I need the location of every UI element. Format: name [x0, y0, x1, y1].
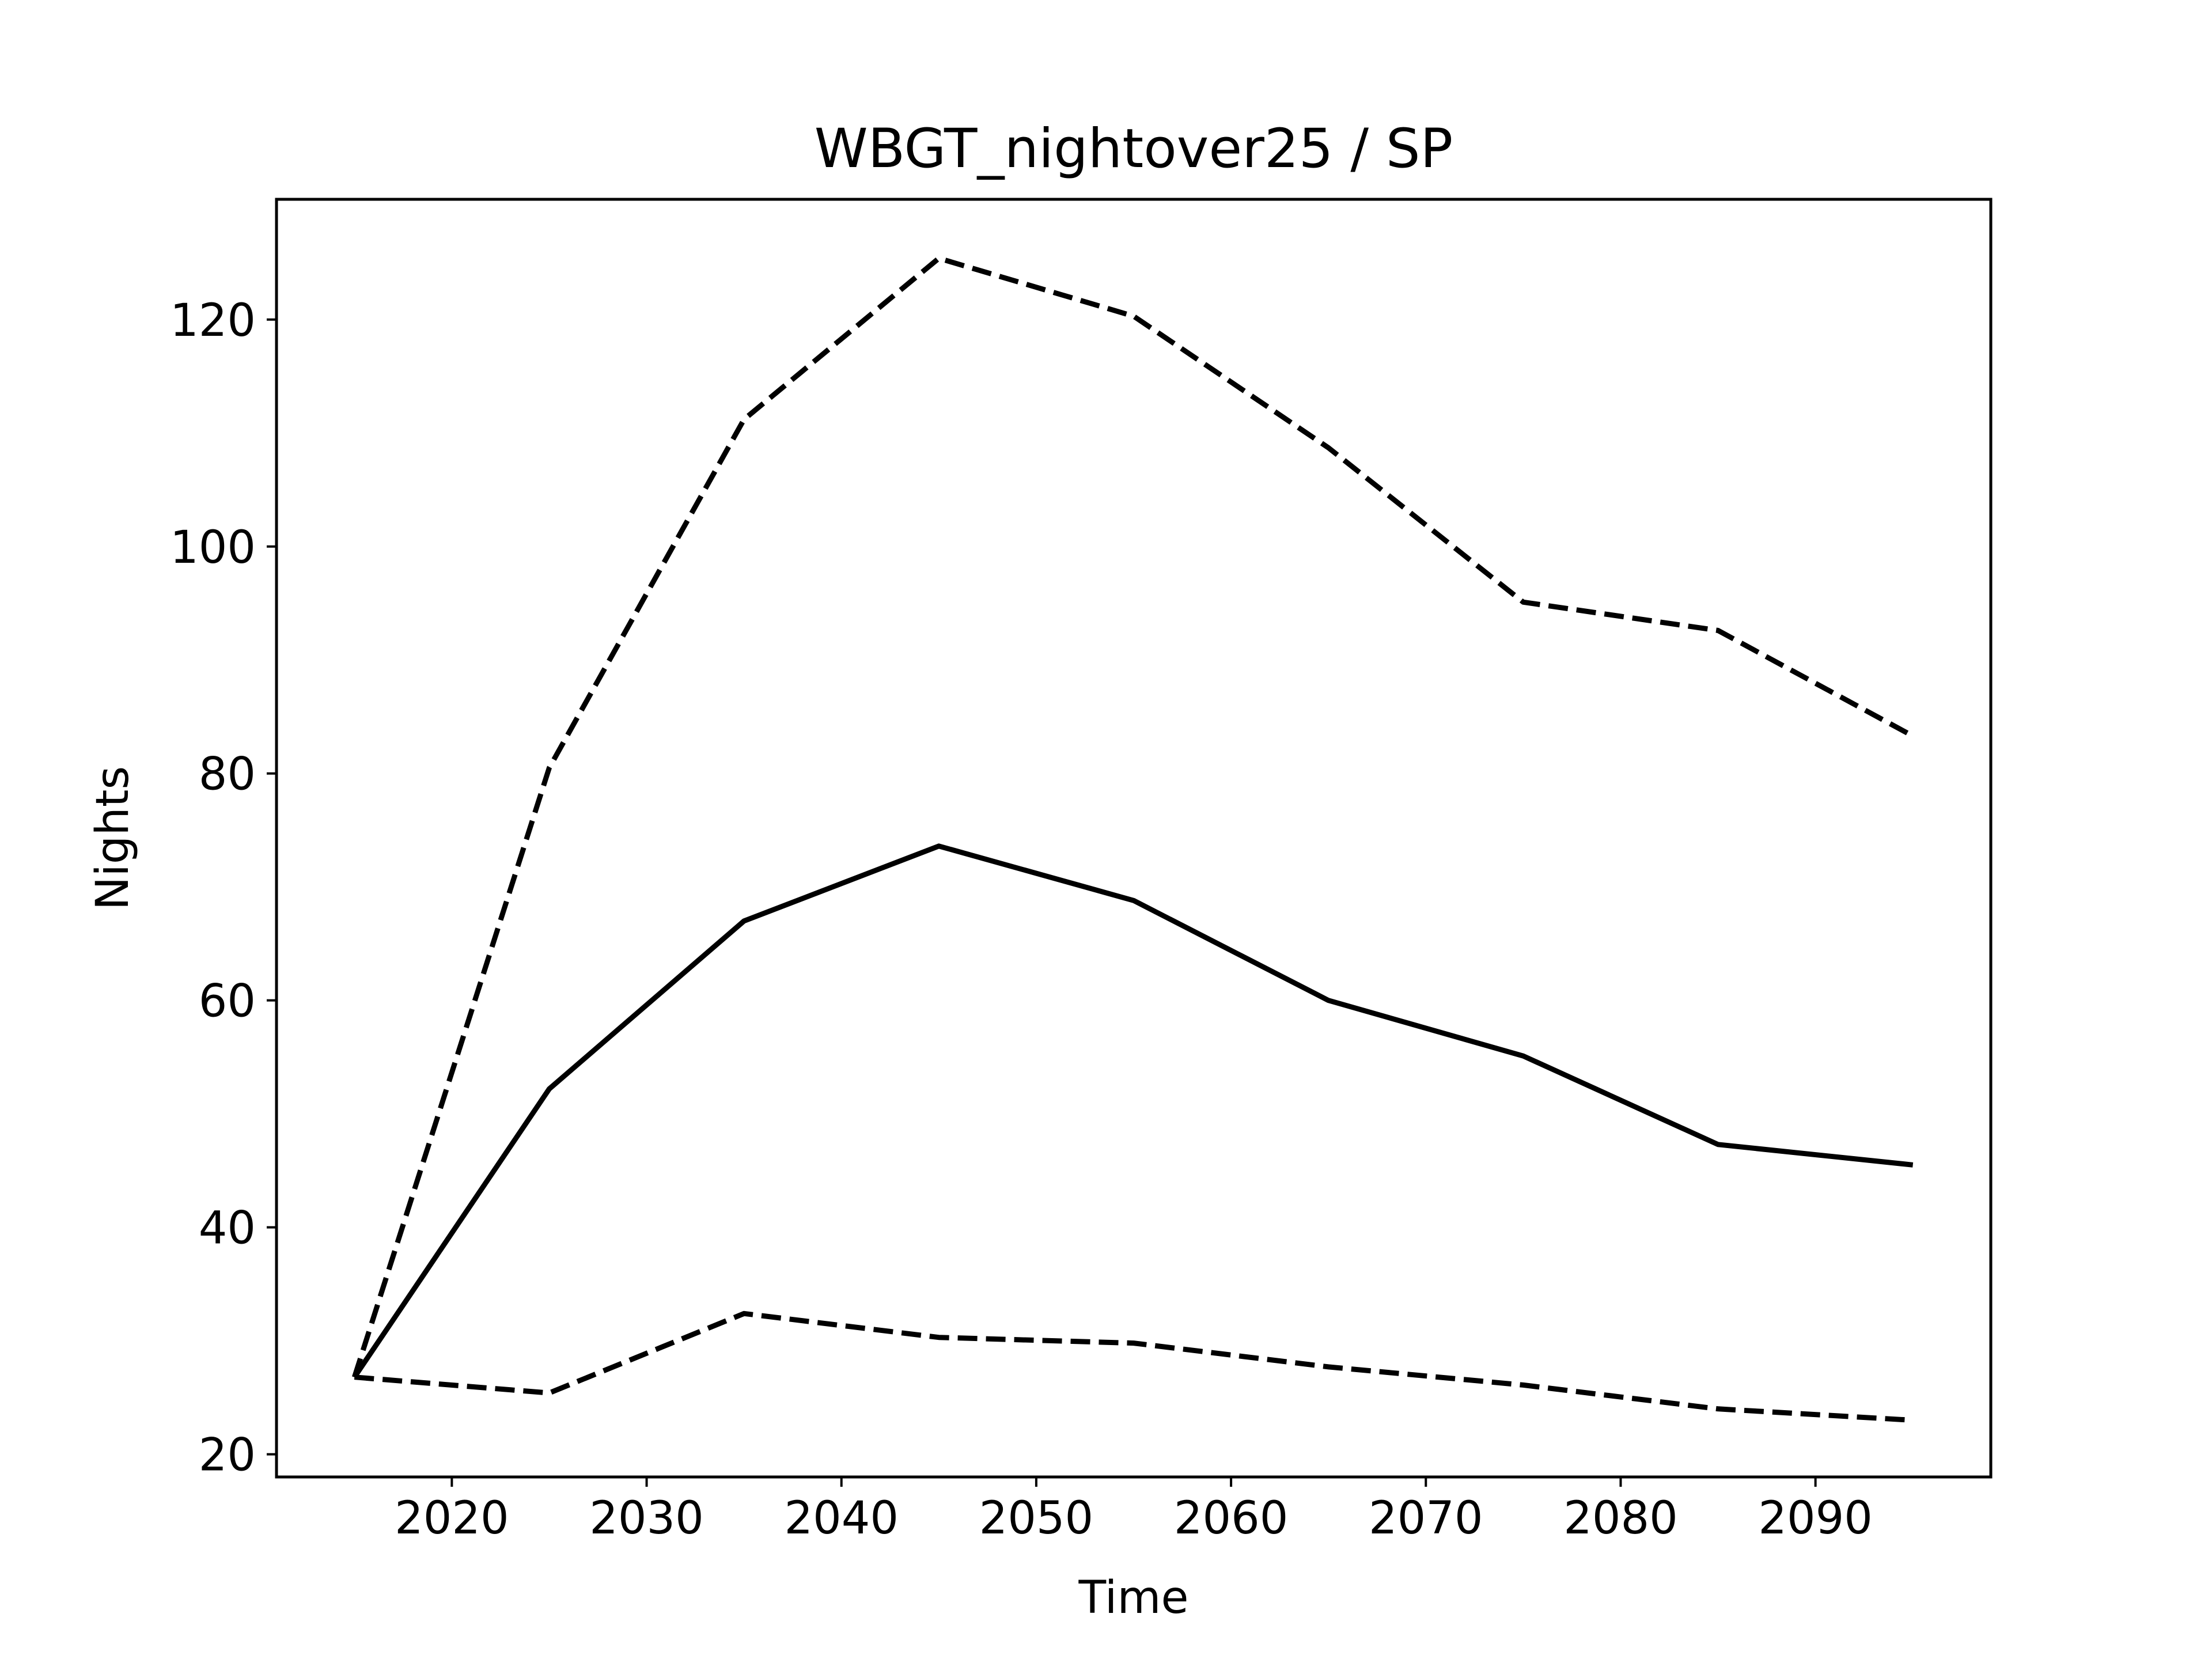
chart-title: WBGT_nightover25 / SP: [815, 118, 1453, 180]
y-tick-label: 100: [170, 522, 256, 574]
x-tick-label: 2060: [1174, 1493, 1289, 1544]
x-tick-label: 2050: [979, 1493, 1094, 1544]
x-tick-label: 2070: [1369, 1493, 1483, 1544]
x-tick-label: 2090: [1758, 1493, 1873, 1544]
y-tick-label: 120: [170, 295, 256, 347]
x-tick-label: 2020: [395, 1493, 509, 1544]
y-tick-label: 60: [199, 976, 256, 1028]
y-tick-label: 40: [199, 1203, 256, 1255]
y-axis-ticks: 20 40 60 80 100 120: [170, 295, 276, 1482]
x-axis-ticks: 2020 2030 2040 2050 2060 2070 2080 2090: [395, 1477, 1873, 1544]
x-tick-label: 2080: [1563, 1493, 1678, 1544]
x-axis-label: Time: [1078, 1572, 1189, 1624]
x-tick-label: 2040: [784, 1493, 899, 1544]
x-tick-label: 2030: [589, 1493, 704, 1544]
series-line-2: [352, 255, 1914, 1378]
y-tick-label: 20: [199, 1430, 256, 1482]
series-line-1: [352, 843, 1914, 1379]
y-axis-label: Nights: [87, 766, 139, 910]
plot-frame: [275, 198, 1993, 1479]
series-line-3: [354, 1310, 1913, 1423]
y-tick-label: 80: [199, 749, 256, 801]
series-layer: [352, 255, 1914, 1423]
